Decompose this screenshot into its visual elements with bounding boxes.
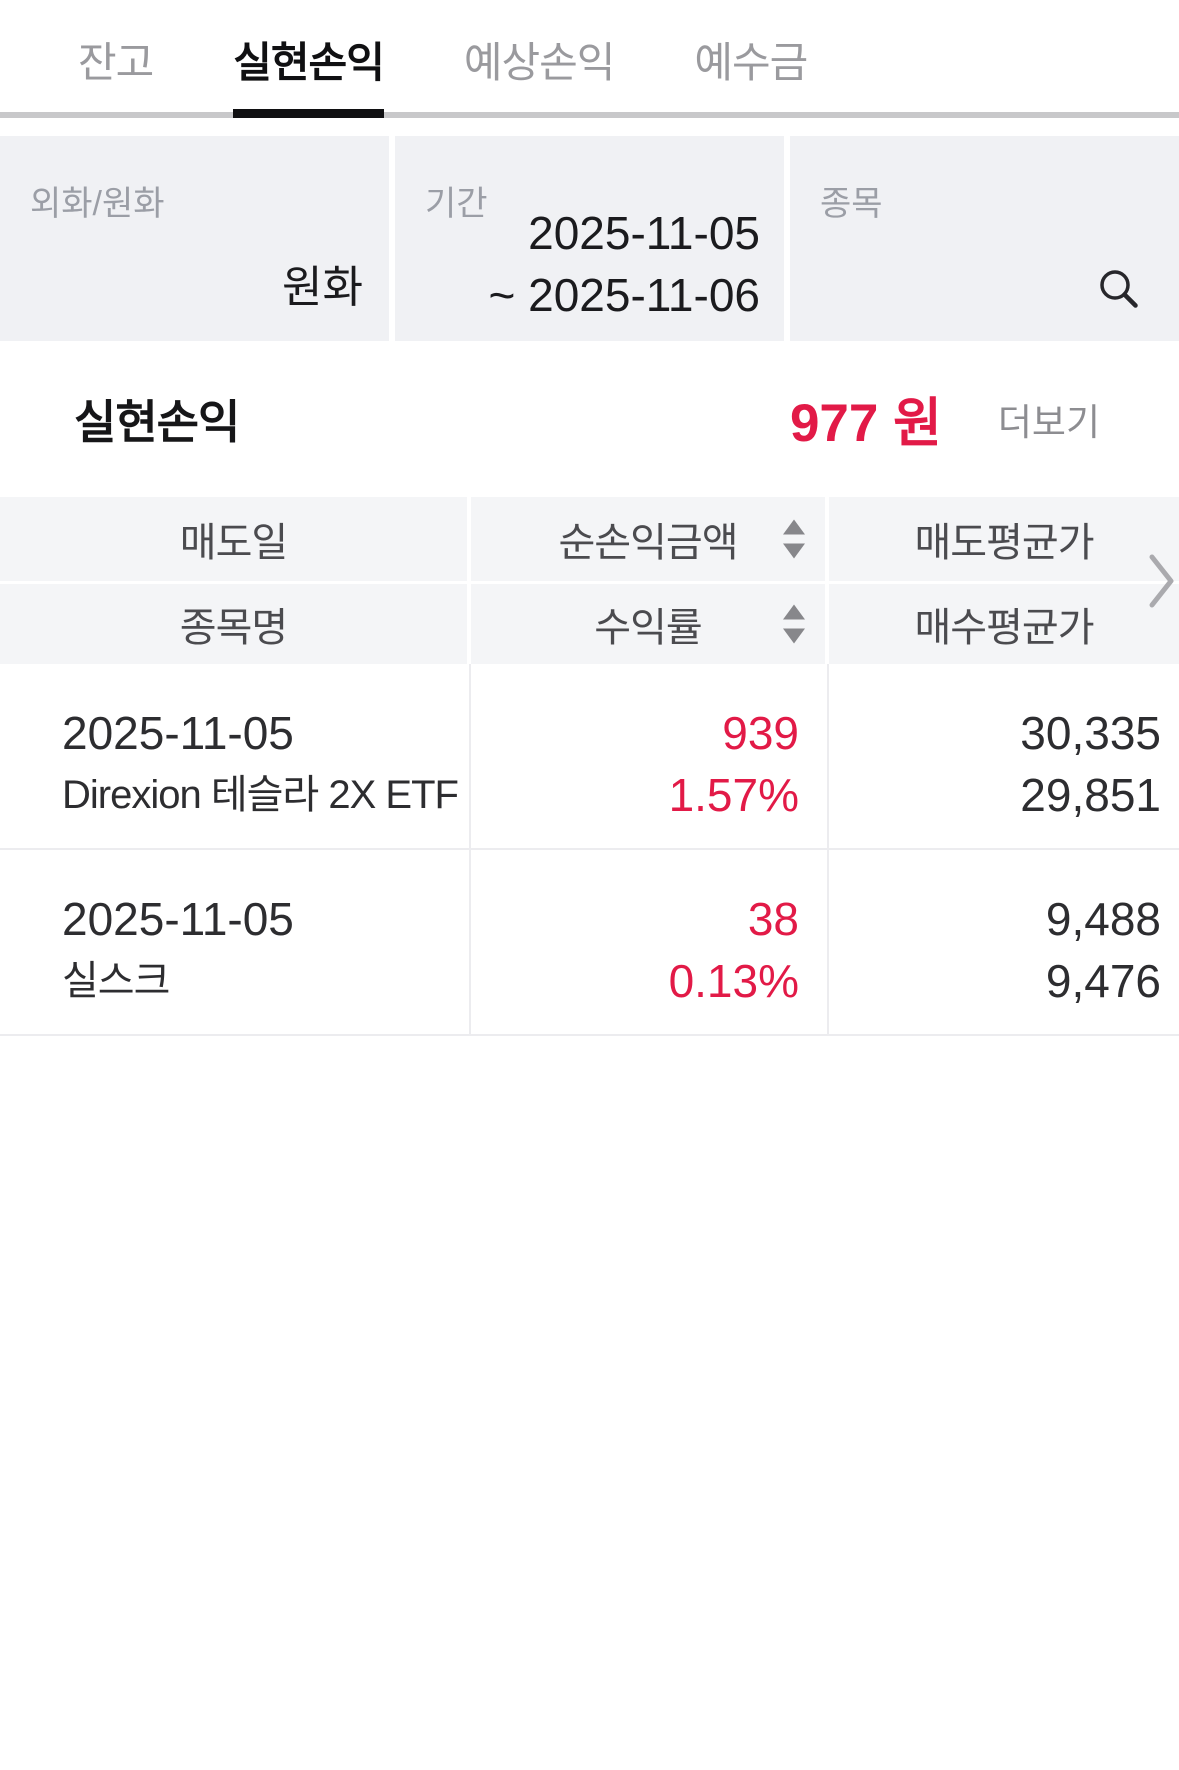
row-1-stock-name: Direxion 테슬라 2X ETF xyxy=(62,773,459,817)
summary-right: 977 원 더보기 xyxy=(790,381,1100,457)
table-row[interactable]: 2025-11-05 Direxion 테슬라 2X ETF 939 1.57%… xyxy=(0,664,1179,850)
period-filter-label: 기간 xyxy=(425,185,488,223)
period-filter-value: 2025-11-05 ~ 2025-11-06 xyxy=(488,202,760,326)
row-1-stock-cell: 2025-11-05 Direxion 테슬라 2X ETF xyxy=(0,664,471,848)
row-2-sell-date: 2025-11-05 xyxy=(62,893,294,945)
row-1-return-rate: 1.57% xyxy=(668,769,799,821)
row-2-stock-cell: 2025-11-05 실스크 xyxy=(0,850,471,1034)
sort-net-profit-icon[interactable] xyxy=(783,519,805,559)
top-tab-bar: 잔고 실현손익 예상손익 예수금 xyxy=(0,0,1179,118)
header-net-profit[interactable]: 순손익금액 xyxy=(471,497,829,581)
row-1-net-profit: 939 xyxy=(722,707,799,759)
header-sell-avg-price-label: 매도평균가 xyxy=(914,521,1095,565)
period-date-to: ~ 2025-11-06 xyxy=(488,269,760,321)
tab-realized-profit[interactable]: 실현손익 xyxy=(233,0,385,118)
row-2-net-profit: 38 xyxy=(747,893,799,945)
stock-filter-label: 종목 xyxy=(820,185,883,223)
currency-filter[interactable]: 외화/원화 원화 xyxy=(0,136,389,341)
tab-expected-profit[interactable]: 예상손익 xyxy=(463,38,616,86)
filter-bar: 외화/원화 원화 기간 2025-11-05 ~ 2025-11-06 종목 xyxy=(0,136,1179,341)
summary-amount: 977 원 xyxy=(789,394,942,453)
header-sell-avg-price: 매도평균가 xyxy=(829,497,1179,581)
header-sell-date-label: 매도일 xyxy=(179,521,288,565)
row-2-return-rate: 0.13% xyxy=(668,955,799,1007)
realized-profit-table: 매도일 순손익금액 매도평균가 종목명 수익률 xyxy=(0,497,1179,1036)
sort-return-rate-icon[interactable] xyxy=(783,604,805,644)
row-2-price-cell: 9,488 9,476 xyxy=(829,850,1179,1034)
currency-filter-label: 외화/원화 xyxy=(30,185,165,223)
chevron-right-icon[interactable] xyxy=(1147,550,1177,612)
row-1-price-cell: 30,335 29,851 xyxy=(829,664,1179,848)
table-header: 매도일 순손익금액 매도평균가 종목명 수익률 xyxy=(0,497,1179,664)
header-stock-name-label: 종목명 xyxy=(179,606,288,650)
header-buy-avg-price: 매수평균가 xyxy=(829,584,1179,664)
header-buy-avg-price-label: 매수평균가 xyxy=(914,606,1095,650)
period-filter[interactable]: 기간 2025-11-05 ~ 2025-11-06 xyxy=(395,136,784,341)
header-net-profit-label: 순손익금액 xyxy=(558,521,739,565)
header-sell-date: 매도일 xyxy=(0,497,471,581)
table-header-row-1: 매도일 순손익금액 매도평균가 xyxy=(0,497,1179,581)
currency-filter-value: 원화 xyxy=(282,263,363,312)
stock-filter[interactable]: 종목 xyxy=(790,136,1179,341)
row-2-sell-avg-price: 9,488 xyxy=(1045,893,1161,945)
summary-row: 실현손익 977 원 더보기 xyxy=(0,341,1179,497)
table-header-row-2: 종목명 수익률 매수평균가 xyxy=(0,581,1179,664)
summary-title: 실현손익 xyxy=(74,396,240,448)
period-date-from: 2025-11-05 xyxy=(528,207,760,259)
more-button[interactable]: 더보기 xyxy=(997,402,1100,443)
row-1-buy-avg-price: 29,851 xyxy=(1020,769,1161,821)
header-return-rate-label: 수익률 xyxy=(594,606,702,650)
header-stock-name: 종목명 xyxy=(0,584,471,664)
table-row[interactable]: 2025-11-05 실스크 38 0.13% 9,488 9,476 xyxy=(0,850,1179,1036)
row-1-sell-avg-price: 30,335 xyxy=(1020,707,1161,759)
row-2-buy-avg-price: 9,476 xyxy=(1045,955,1161,1007)
row-1-profit-cell: 939 1.57% xyxy=(471,664,829,848)
tab-deposit[interactable]: 예수금 xyxy=(694,38,808,86)
search-icon[interactable] xyxy=(1097,267,1141,311)
row-2-profit-cell: 38 0.13% xyxy=(471,850,829,1034)
row-1-sell-date: 2025-11-05 xyxy=(62,707,294,759)
row-2-stock-name: 실스크 xyxy=(62,959,170,1003)
tab-balance[interactable]: 잔고 xyxy=(78,38,154,86)
header-return-rate[interactable]: 수익률 xyxy=(471,584,829,664)
